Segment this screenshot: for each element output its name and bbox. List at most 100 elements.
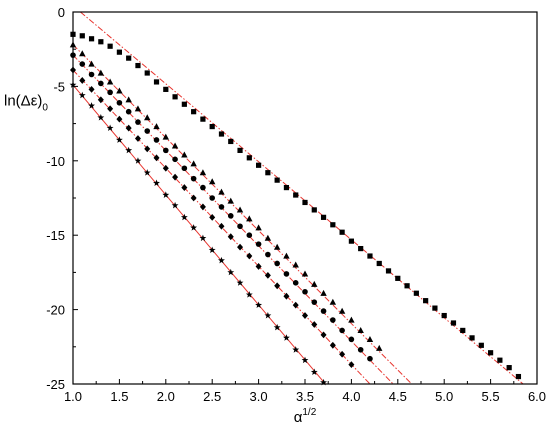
square-marker xyxy=(98,39,104,45)
square-marker xyxy=(135,62,141,69)
square-marker xyxy=(376,260,382,267)
x-axis-label: α1/2 xyxy=(294,407,317,426)
square-marker xyxy=(144,70,150,76)
star-marker xyxy=(218,256,225,264)
circle-marker xyxy=(181,165,188,172)
square-marker xyxy=(469,335,475,341)
square-marker xyxy=(209,123,215,130)
diamond-marker xyxy=(218,222,225,230)
circle-marker xyxy=(190,175,197,182)
triangle-marker xyxy=(376,344,383,351)
star-marker xyxy=(310,368,318,376)
circle-marker xyxy=(144,128,151,134)
star-marker xyxy=(97,114,105,121)
y-axis-label: ln(Δε)0 xyxy=(4,93,48,114)
square-marker xyxy=(246,155,252,161)
circle-marker xyxy=(292,280,299,286)
diamond-marker xyxy=(246,252,253,260)
circle-marker xyxy=(88,71,95,78)
y-axis-ticks: 0 -5 -10 -15 -20 -25 xyxy=(46,5,78,392)
circle-marker xyxy=(265,251,271,258)
circle-marker xyxy=(302,288,308,295)
star-marker xyxy=(125,146,133,154)
square-marker xyxy=(395,275,401,281)
diamond-marker xyxy=(302,312,308,319)
circle-marker xyxy=(125,108,132,115)
diamond-marker xyxy=(88,85,95,93)
square-marker xyxy=(228,138,234,145)
triangle-marker xyxy=(209,178,216,185)
circle-marker xyxy=(163,147,169,154)
x-tick-label: 5.5 xyxy=(482,389,500,404)
y-tick-label: -20 xyxy=(46,303,65,318)
circle-marker xyxy=(79,61,86,67)
circle-marker xyxy=(246,232,253,238)
star-marker xyxy=(255,301,263,309)
y-tick-label: -5 xyxy=(53,79,65,94)
triangle-marker xyxy=(171,142,179,149)
square-marker xyxy=(423,298,429,304)
triangle-marker xyxy=(264,234,272,241)
star-marker xyxy=(115,136,123,143)
square-marker xyxy=(385,268,392,274)
star-marker xyxy=(245,291,253,298)
triangle-marker xyxy=(348,316,355,323)
diamond-marker xyxy=(283,292,290,300)
star-marker xyxy=(236,279,244,286)
triangle-marker xyxy=(246,215,253,222)
triangle-marker xyxy=(88,60,95,67)
triangle-marker xyxy=(357,327,364,334)
triangle-marker xyxy=(320,289,327,296)
square-marker xyxy=(497,357,503,363)
diamond-marker xyxy=(153,154,160,162)
square-marker xyxy=(116,49,122,55)
triangle-marker xyxy=(301,270,309,277)
circle-marker xyxy=(367,355,373,362)
diamond-marker xyxy=(329,341,336,349)
square-marker xyxy=(191,109,197,115)
diamond-marker xyxy=(125,124,132,132)
square-marker xyxy=(153,79,160,85)
triangle-marker xyxy=(106,78,114,85)
triangle-marker xyxy=(190,160,197,167)
diamond-marker xyxy=(339,350,346,358)
triangle-marker xyxy=(162,133,169,140)
triangle-marker xyxy=(329,298,337,305)
triangle-marker xyxy=(97,69,105,76)
circle-marker xyxy=(339,327,345,334)
square-marker xyxy=(432,305,438,311)
square-marker xyxy=(478,342,484,348)
circle-marker xyxy=(153,137,160,143)
square-marker xyxy=(413,290,419,296)
square-marker xyxy=(218,131,225,137)
square-marker xyxy=(404,283,410,289)
y-tick-label: 0 xyxy=(58,5,65,20)
circle-marker xyxy=(237,223,243,230)
diamond-marker xyxy=(97,96,104,104)
diamond-marker xyxy=(209,213,216,221)
triangle-marker xyxy=(311,280,318,287)
square-marker xyxy=(441,312,447,319)
triangle-marker xyxy=(116,87,123,94)
circle-marker xyxy=(209,195,215,201)
star-marker xyxy=(78,91,86,99)
square-marker xyxy=(163,86,169,92)
triangle-marker xyxy=(227,197,234,204)
diamond-marker xyxy=(134,135,141,142)
y-axis-label-sub: 0 xyxy=(42,103,48,114)
x-tick-label: 4.0 xyxy=(342,389,360,404)
triangle-marker xyxy=(125,96,132,103)
square-marker xyxy=(181,101,187,107)
square-marker xyxy=(126,55,132,61)
circle-marker xyxy=(218,204,225,210)
circle-marker xyxy=(255,241,262,247)
triangle-marker xyxy=(273,243,281,250)
star-marker xyxy=(143,169,151,176)
star-marker xyxy=(320,378,327,386)
triangle-marker xyxy=(144,114,151,121)
triangle-marker xyxy=(199,169,207,176)
star-marker xyxy=(106,124,114,131)
circle-marker xyxy=(227,213,234,219)
square-marker xyxy=(506,365,512,371)
triangle-marker xyxy=(236,206,244,213)
